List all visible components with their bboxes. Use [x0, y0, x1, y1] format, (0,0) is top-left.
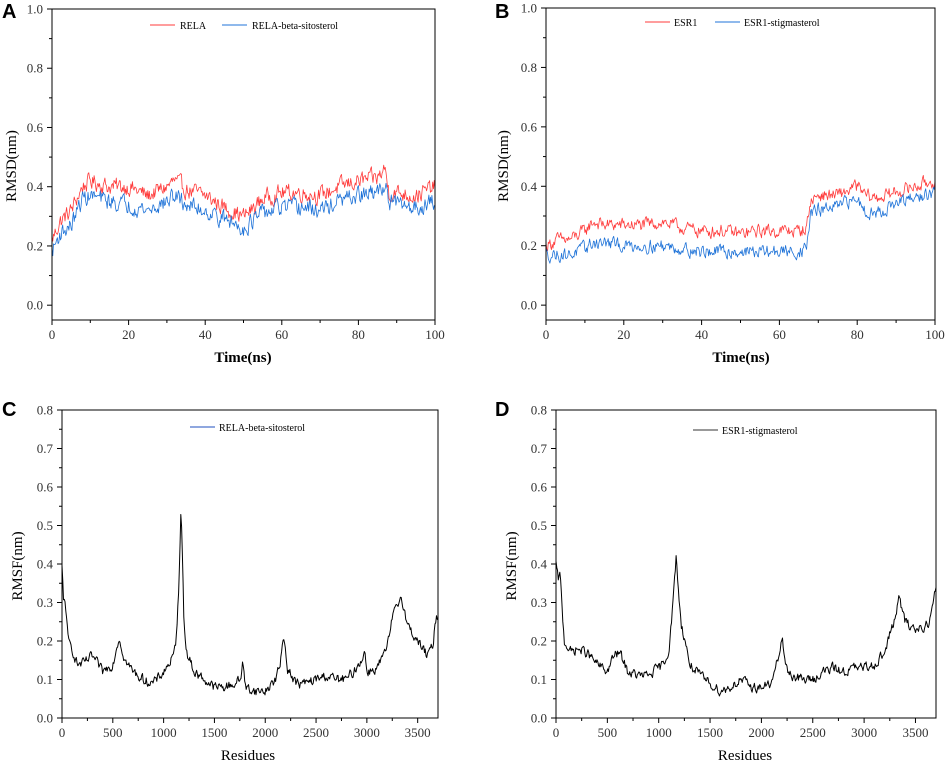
series-line-d-esr1-stigmasterol [555, 555, 937, 697]
chart-panel-a: A RMSD(nm) Time(ns) RELA RELA-beta-sitos… [2, 1, 445, 366]
plot-frame-d [555, 409, 937, 719]
y-tick-label-d-0.3: 0.3 [531, 595, 547, 610]
series-line-a-rela-beta-sitosterol [51, 182, 436, 257]
legend-b: ESR1 ESR1-stigmasterol [645, 18, 820, 29]
legend-d: ESR1-stigmasterol [693, 426, 798, 437]
y-axis-title-a: RMSD(nm) [4, 130, 20, 202]
y-axis-title-b: RMSD(nm) [496, 130, 512, 202]
legend-label-rela: RELA [180, 21, 207, 32]
x-tick-label-b-40: 40 [695, 327, 708, 342]
x-tick-label-b-0: 0 [543, 327, 550, 342]
y-tick-label-c-0.4: 0.4 [37, 557, 54, 572]
y-tick-label-a-1.0: 1.0 [27, 2, 43, 17]
x-tick-label-d-3000: 3000 [851, 725, 877, 740]
panel-letter-a: A [2, 1, 16, 23]
y-tick-label-c-0.0: 0.0 [37, 711, 53, 726]
x-tick-label-c-3500: 3500 [405, 725, 431, 740]
y-tick-label-d-0.0: 0.0 [531, 711, 547, 726]
panel-letter-d: D [495, 399, 509, 421]
y-tick-label-b-0.6: 0.6 [521, 119, 538, 134]
x-tick-label-c-2500: 2500 [303, 725, 329, 740]
y-tick-label-d-0.5: 0.5 [531, 518, 547, 533]
y-tick-label-a-0.2: 0.2 [27, 238, 43, 253]
plot-frame-a [51, 8, 436, 321]
plot-frame-b [545, 7, 936, 321]
legend-label-rela-beta-sitosterol-c: RELA-beta-sitosterol [219, 423, 305, 434]
panel-letter-c: C [2, 399, 16, 421]
x-tick-label-c-0: 0 [59, 725, 66, 740]
x-tick-label-c-3000: 3000 [354, 725, 380, 740]
y-tick-label-b-0.0: 0.0 [521, 298, 537, 313]
y-tick-label-c-0.3: 0.3 [37, 595, 53, 610]
chart-panel-d: D RMSF(nm) Residues ESR1-stigmasterol 0 5… [495, 399, 937, 764]
x-tick-label-c-2000: 2000 [252, 725, 278, 740]
panel-letter-b: B [495, 1, 509, 23]
x-tick-label-d-0: 0 [553, 725, 560, 740]
chart-panel-b: B RMSD(nm) Time(ns) ESR1 ESR1-stigmaster… [495, 1, 945, 367]
x-tick-label-d-3500: 3500 [902, 725, 928, 740]
y-tick-label-d-0.8: 0.8 [531, 403, 547, 418]
y-tick-label-c-0.7: 0.7 [37, 441, 54, 456]
x-tick-label-b-80: 80 [851, 327, 864, 342]
legend-label-esr1-stigmasterol: ESR1-stigmasterol [744, 18, 820, 29]
y-tick-label-b-0.4: 0.4 [521, 179, 538, 194]
y-tick-label-c-0.6: 0.6 [37, 480, 54, 495]
legend-label-rela-beta-sitosterol: RELA-beta-sitosterol [252, 21, 338, 32]
series-line-a-rela [51, 164, 436, 242]
y-tick-label-c-0.1: 0.1 [37, 672, 53, 687]
x-axis-title-c: Residues [221, 748, 275, 764]
x-tick-label-b-20: 20 [617, 327, 630, 342]
y-tick-label-a-0.8: 0.8 [27, 61, 43, 76]
x-tick-label-a-40: 40 [199, 327, 212, 342]
x-tick-label-a-0: 0 [49, 327, 56, 342]
legend-label-esr1-stigmasterol-d: ESR1-stigmasterol [722, 426, 798, 437]
y-tick-label-d-0.6: 0.6 [531, 480, 548, 495]
x-tick-label-a-80: 80 [352, 327, 365, 342]
x-tick-label-c-1000: 1000 [151, 725, 177, 740]
y-tick-label-b-0.8: 0.8 [521, 60, 537, 75]
y-tick-label-b-0.2: 0.2 [521, 238, 537, 253]
series-line-b-esr1 [545, 174, 936, 252]
x-tick-label-d-2000: 2000 [748, 725, 774, 740]
y-tick-label-c-0.5: 0.5 [37, 518, 53, 533]
y-tick-label-c-0.2: 0.2 [37, 634, 53, 649]
y-tick-label-d-0.4: 0.4 [531, 557, 548, 572]
x-axis-title-d: Residues [718, 748, 772, 764]
legend-a: RELA RELA-beta-sitosterol [150, 21, 338, 32]
x-tick-label-a-100: 100 [425, 327, 445, 342]
x-tick-label-c-1500: 1500 [201, 725, 227, 740]
x-tick-label-d-500: 500 [598, 725, 618, 740]
y-tick-label-d-0.2: 0.2 [531, 634, 547, 649]
x-axis-title-a: Time(ns) [214, 350, 271, 366]
y-tick-label-d-0.7: 0.7 [531, 441, 548, 456]
y-tick-label-d-0.1: 0.1 [531, 672, 547, 687]
x-tick-label-b-60: 60 [773, 327, 786, 342]
x-tick-label-a-20: 20 [122, 327, 135, 342]
chart-panel-c: C RMSF(nm) Residues RELA-beta-sitosterol… [2, 399, 439, 764]
x-tick-label-d-1500: 1500 [697, 725, 723, 740]
x-tick-label-c-500: 500 [103, 725, 123, 740]
x-axis-title-b: Time(ns) [712, 350, 769, 366]
y-tick-label-a-0.4: 0.4 [27, 179, 44, 194]
y-tick-label-a-0.6: 0.6 [27, 120, 44, 135]
x-tick-label-b-100: 100 [925, 327, 945, 342]
plot-frame-c [61, 409, 439, 719]
y-tick-label-b-1.0: 1.0 [521, 1, 537, 16]
y-axis-title-d: RMSF(nm) [504, 531, 520, 600]
x-tick-label-a-60: 60 [275, 327, 288, 342]
y-axis-title-c: RMSF(nm) [10, 531, 26, 600]
y-tick-label-c-0.8: 0.8 [37, 403, 53, 418]
legend-c: RELA-beta-sitosterol [190, 423, 305, 434]
x-tick-label-d-1000: 1000 [646, 725, 672, 740]
y-tick-label-a-0.0: 0.0 [27, 298, 43, 313]
series-line-b-esr1-stigmasterol [545, 185, 936, 264]
series-line-c-rela-beta-sitosterol [61, 514, 439, 696]
legend-label-esr1: ESR1 [674, 18, 697, 29]
x-tick-label-d-2500: 2500 [800, 725, 826, 740]
